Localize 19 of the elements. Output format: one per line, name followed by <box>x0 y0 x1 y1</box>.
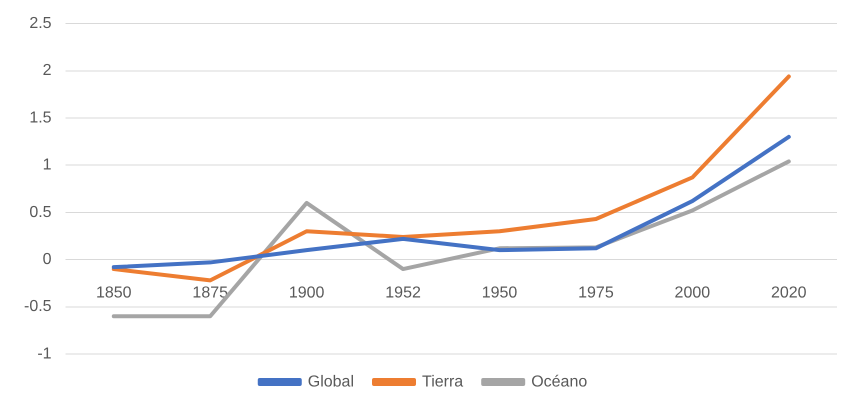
legend-label: Global <box>308 373 354 390</box>
x-tick-label: 2020 <box>770 284 807 302</box>
y-tick-label: -0.5 <box>24 298 52 316</box>
x-tick-label: 2000 <box>674 284 710 302</box>
x-tick-label: 1875 <box>192 284 228 302</box>
y-tick-label: 1.5 <box>29 109 52 126</box>
legend-label: Océano <box>531 373 588 390</box>
x-tick-label: 1900 <box>288 284 325 302</box>
y-tick-label: 2 <box>42 62 52 80</box>
x-tick-label: 1952 <box>385 284 421 302</box>
x-tick-label: 1850 <box>96 284 132 302</box>
y-tick-label: -1 <box>37 345 52 362</box>
y-tick-label: 1 <box>42 156 52 174</box>
x-tick-label: 1975 <box>578 284 614 302</box>
y-tick-label: 2.5 <box>29 15 52 32</box>
y-tick-label: 0 <box>42 251 52 268</box>
x-tick-label: 1950 <box>482 284 518 302</box>
legend-label: Tierra <box>422 373 464 390</box>
y-tick-label: 0.5 <box>29 204 52 221</box>
